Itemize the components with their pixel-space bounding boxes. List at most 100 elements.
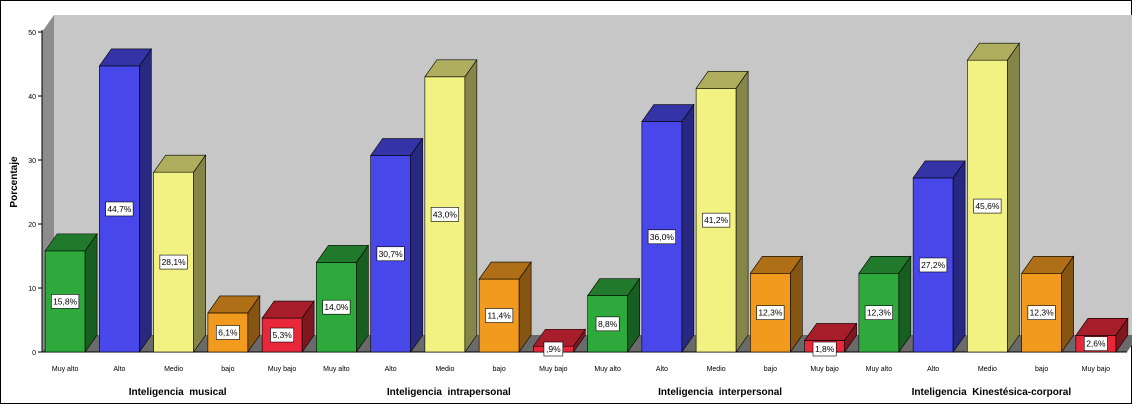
data-label-box — [430, 207, 459, 222]
bar — [261, 300, 315, 353]
bar — [587, 277, 641, 353]
data-label: 12,3% — [1027, 305, 1056, 320]
group-title: Inteligencia interpersonal — [658, 387, 782, 398]
bar-side — [790, 255, 803, 353]
data-label-text: 5,3% — [272, 330, 292, 340]
bar-side — [356, 244, 369, 353]
data-label: 15,8% — [51, 294, 80, 309]
data-label-text: ,9% — [546, 344, 561, 354]
data-label-box — [376, 246, 405, 262]
x-tick-label: Alto — [113, 366, 125, 373]
data-label-text: 12,3% — [1030, 308, 1055, 318]
x-tick-label: bajo — [764, 366, 777, 373]
y-tick-label: 40 — [28, 94, 36, 101]
bar-side — [518, 261, 532, 353]
bar — [98, 47, 152, 353]
bar — [207, 295, 261, 353]
bar — [966, 42, 1020, 353]
bar-side — [952, 159, 966, 353]
bar-side — [735, 70, 749, 353]
bar-side — [84, 232, 98, 353]
x-tick-label: Medio — [978, 366, 997, 373]
bar-side — [139, 47, 152, 353]
data-label-text: 45,6% — [975, 201, 1000, 211]
data-label-text: 28,1% — [162, 257, 187, 267]
x-tick-label: Muy alto — [594, 366, 621, 373]
bar-side — [898, 255, 912, 353]
bar — [749, 255, 803, 353]
data-label: 41,2% — [702, 212, 731, 228]
data-label: 27,2% — [919, 257, 948, 273]
bar — [912, 159, 966, 353]
data-label-text: 6,1% — [218, 327, 238, 337]
data-label-box — [159, 254, 188, 270]
y-tick-label: 10 — [28, 286, 36, 293]
bar — [370, 137, 424, 353]
data-label: ,9% — [543, 341, 564, 357]
data-label-box — [595, 316, 620, 332]
bar — [858, 255, 912, 353]
data-label-box — [864, 305, 893, 320]
data-label: 5,3% — [270, 327, 295, 343]
x-tick-label: Muy bajo — [268, 366, 297, 373]
x-tick-label: Muy bajo — [539, 366, 568, 373]
data-label: 1,8% — [812, 341, 837, 357]
x-tick-label: Muy bajo — [810, 366, 839, 373]
bar — [424, 58, 478, 353]
data-label-box — [543, 341, 564, 357]
x-tick-label: Muy alto — [52, 366, 79, 373]
group-title: Inteligencia Kinestésica-corporal — [912, 387, 1072, 398]
bar-side — [410, 137, 423, 353]
bar-side — [1061, 255, 1074, 353]
bar — [478, 261, 532, 353]
bar-side — [1007, 42, 1020, 353]
x-tick-label: Muy alto — [866, 366, 893, 373]
bar — [1021, 255, 1075, 353]
data-label-text: 41,2% — [704, 215, 729, 225]
data-label-text: 27,2% — [921, 260, 946, 270]
data-label: 11,4% — [485, 308, 514, 323]
bar-side — [193, 154, 206, 353]
bar — [153, 154, 207, 353]
x-tick-label: bajo — [1035, 366, 1048, 373]
x-tick-label: Alto — [927, 366, 939, 373]
data-label: 30,7% — [376, 246, 405, 262]
data-label-text: 14,0% — [324, 302, 349, 312]
bar-side — [1115, 317, 1129, 353]
bar-side — [627, 277, 640, 353]
bar-side — [681, 103, 695, 353]
y-tick-label: 0 — [32, 350, 36, 357]
data-label-text: 8,8% — [598, 319, 618, 329]
y-tick-label: 50 — [28, 30, 36, 37]
data-label-box — [322, 299, 351, 315]
data-label-box — [756, 305, 785, 320]
y-tick-label: 20 — [28, 222, 36, 229]
data-label-text: 2,6% — [1086, 339, 1106, 349]
bar-side — [247, 295, 261, 353]
data-label-box — [973, 198, 1002, 214]
data-label-text: 12,3% — [758, 308, 783, 318]
bar — [641, 103, 695, 353]
data-label: 6,1% — [215, 325, 240, 340]
data-label: 28,1% — [159, 254, 188, 270]
data-label-text: 43,0% — [433, 209, 458, 219]
x-tick-label: bajo — [493, 366, 506, 373]
x-tick-label: Muy alto — [323, 366, 350, 373]
data-label-box — [51, 294, 80, 309]
y-axis-title: Porcentaje — [9, 156, 20, 208]
data-label-box — [485, 308, 514, 323]
data-label: 8,8% — [595, 316, 620, 332]
data-label-box — [812, 341, 837, 357]
data-label-text: 15,8% — [53, 296, 78, 306]
bar — [44, 232, 98, 353]
bar — [695, 70, 749, 353]
y-tick-label: 30 — [28, 158, 36, 165]
data-label-text: 36,0% — [650, 232, 675, 242]
data-label-text: 1,8% — [815, 344, 835, 354]
x-tick-label: Muy bajo — [1082, 366, 1111, 373]
data-label-box — [105, 201, 134, 217]
group-title: Inteligencia musical — [129, 387, 227, 398]
data-label: 14,0% — [322, 299, 351, 315]
data-label-text: 30,7% — [379, 249, 404, 259]
x-tick-label: bajo — [221, 366, 234, 373]
